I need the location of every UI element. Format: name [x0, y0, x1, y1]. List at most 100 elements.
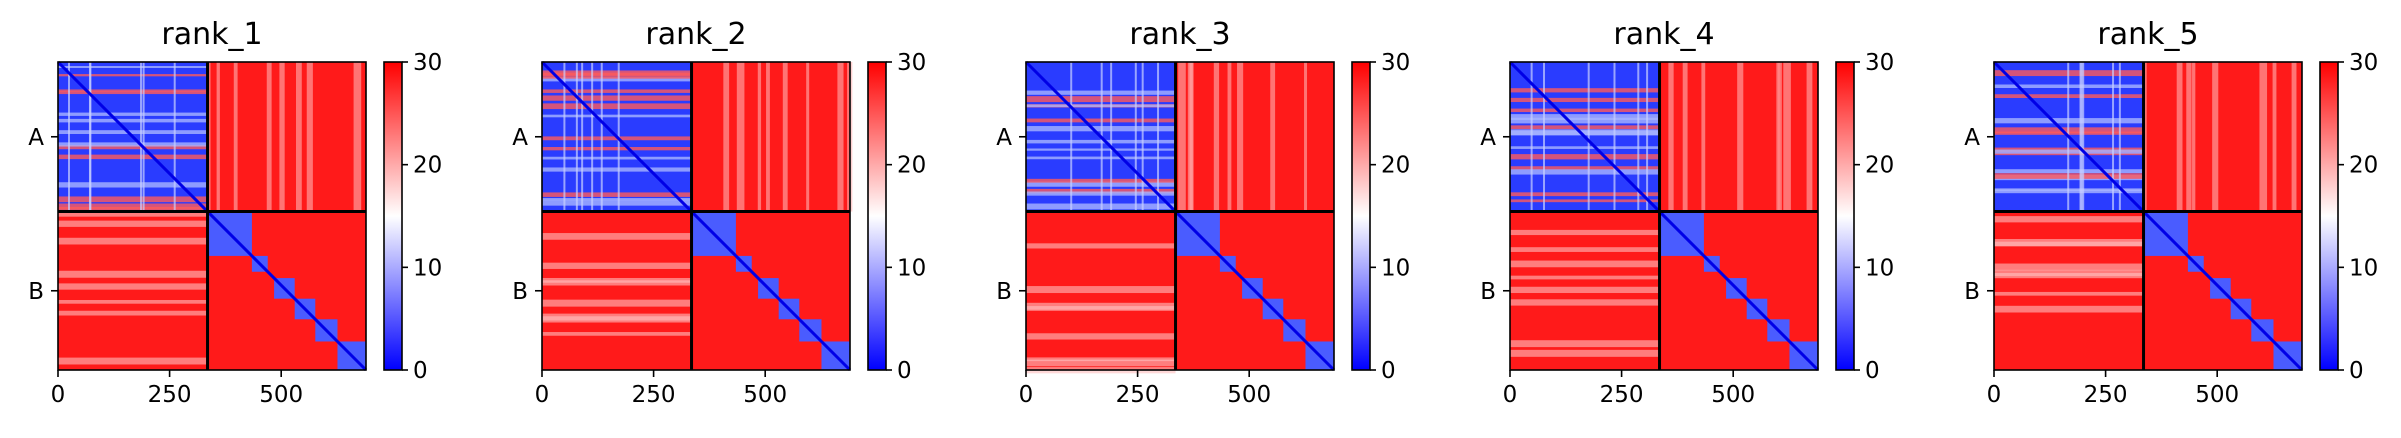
heatmap-texture [279, 62, 285, 212]
heatmap-texture [1187, 62, 1194, 212]
heatmap-texture [1026, 357, 1176, 362]
heatmap-texture [1510, 88, 1660, 93]
heatmap-texture [782, 62, 788, 212]
heatmap-texture [1270, 62, 1276, 212]
heatmap-texture [1510, 114, 1660, 120]
heatmap-texture [1510, 129, 1660, 136]
heatmap-texture [58, 142, 208, 147]
heatmap-block-b-a [1994, 211, 2144, 370]
heatmap-texture [542, 332, 692, 336]
heatmap-texture [1994, 305, 2144, 313]
heatmap-texture [58, 145, 208, 150]
heatmap-texture [58, 211, 208, 217]
x-tick-label: 0 [1019, 382, 1034, 408]
heatmap-texture [2176, 62, 2183, 212]
x-tick-label: 0 [51, 382, 66, 408]
heatmap-texture [591, 62, 594, 212]
heatmap-texture [2259, 62, 2268, 212]
panel-title: rank_2 [645, 17, 746, 52]
heatmap-texture [1510, 166, 1660, 170]
colorbar-tick-label: 10 [413, 255, 442, 281]
heatmap-texture [542, 262, 692, 269]
heatmap-texture [542, 198, 692, 201]
heatmap-texture [1026, 359, 1176, 367]
heatmap-texture [295, 62, 302, 212]
heatmap-texture [58, 270, 208, 278]
x-tick-label: 0 [1503, 382, 1518, 408]
colorbar-tick-label: 30 [2349, 50, 2378, 76]
colorbar-tick-label: 20 [413, 153, 442, 179]
colorbar-tick-label: 30 [897, 50, 926, 76]
heatmap-texture [1510, 229, 1660, 236]
heatmap-texture [1637, 62, 1640, 212]
heatmap-texture [1026, 306, 1176, 311]
heatmap-texture [1510, 154, 1660, 160]
chain-label-a: A [996, 125, 1012, 151]
x-tick-label: 250 [148, 382, 192, 408]
heatmap-texture [723, 62, 730, 212]
colorbar-tick-label: 30 [413, 50, 442, 76]
colorbar-tick-label: 10 [1865, 255, 1894, 281]
heatmap-texture [1587, 62, 1590, 212]
pae-panel-4: rank_4 0 250 500 A B 0 10 20 30 [1480, 17, 1894, 408]
heatmap-texture [1213, 62, 1220, 212]
heatmap-texture [2080, 62, 2083, 212]
heatmap-texture [1682, 62, 1688, 212]
heatmap-texture [581, 62, 584, 212]
heatmap-texture [542, 95, 692, 101]
heatmap-texture [58, 196, 208, 203]
heatmap-texture [58, 283, 208, 290]
heatmap-texture [1510, 117, 1660, 124]
plot-frame [1025, 61, 1335, 371]
heatmap-texture [1510, 286, 1660, 294]
panel-title: rank_4 [1613, 17, 1714, 52]
heatmap-texture [58, 74, 208, 77]
heatmap-texture [1778, 62, 1782, 212]
heatmap-texture [542, 233, 692, 240]
x-tick-label: 250 [632, 382, 676, 408]
heatmap-texture [1026, 243, 1176, 249]
heatmap-diagonal [1508, 60, 1820, 372]
chain-label-b: B [28, 279, 44, 305]
heatmap-texture [58, 182, 208, 188]
heatmap-texture [58, 203, 208, 210]
heatmap-texture [563, 62, 566, 212]
heatmap-texture [216, 62, 220, 212]
heatmap-diagonal [540, 60, 852, 372]
colorbar-tick-label: 20 [1865, 153, 1894, 179]
x-tick-label: 250 [1116, 382, 1160, 408]
heatmap-texture [1510, 125, 1660, 130]
heatmap-texture [1737, 62, 1744, 212]
heatmap-texture [542, 299, 692, 307]
heatmap-texture [542, 89, 692, 93]
heatmap-texture [837, 62, 844, 212]
heatmap-texture [1783, 62, 1791, 212]
heatmap-texture [542, 192, 692, 197]
heatmap-texture [1994, 263, 2144, 271]
colorbar-tick-label: 20 [897, 153, 926, 179]
colorbar [1352, 62, 1370, 370]
heatmap-texture [58, 299, 208, 304]
heatmap-texture [1776, 62, 1780, 212]
colorbar-tick-label: 20 [2349, 153, 2378, 179]
x-tick-label: 500 [1227, 382, 1271, 408]
heatmap-texture [542, 77, 692, 82]
heatmap-texture [266, 62, 272, 212]
heatmap-texture [2082, 62, 2085, 212]
heatmap-texture [806, 62, 810, 212]
heatmap-texture [542, 156, 692, 160]
plot-frame [1509, 61, 1819, 371]
heatmap-texture [2118, 62, 2121, 212]
heatmap-texture [1227, 62, 1232, 212]
heatmap-texture [306, 62, 313, 212]
heatmap-texture [58, 206, 208, 213]
heatmap-texture [1304, 62, 1308, 212]
heatmap-texture [1178, 62, 1186, 212]
colorbar-frame [383, 61, 403, 371]
heatmap-texture [88, 62, 91, 212]
heatmap-texture [736, 62, 745, 212]
heatmap-texture [1157, 62, 1160, 212]
colorbar-tick-label: 0 [1865, 358, 1880, 384]
heatmap-texture [1994, 291, 2144, 296]
heatmap-block-b-a [58, 211, 208, 370]
